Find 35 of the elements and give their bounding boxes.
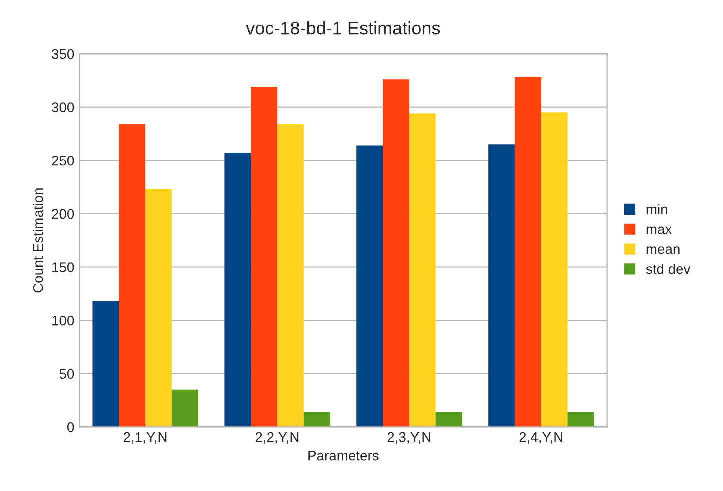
y-tick-label: 150 bbox=[52, 262, 74, 272]
legend-label: min bbox=[646, 204, 668, 214]
y-tick-label: 250 bbox=[52, 156, 74, 166]
bar bbox=[383, 80, 410, 428]
bar bbox=[146, 189, 172, 428]
y-tick-label: 0 bbox=[67, 422, 74, 432]
bar bbox=[514, 77, 542, 428]
bar bbox=[251, 87, 278, 428]
y-tick-label: 100 bbox=[52, 316, 74, 326]
bar bbox=[119, 124, 146, 428]
bar bbox=[436, 412, 462, 428]
bar bbox=[409, 114, 436, 428]
x-tick-label: 2,4,Y,N bbox=[520, 432, 562, 444]
x-axis-title: Parameters bbox=[308, 451, 379, 461]
y-tick-label: 300 bbox=[52, 102, 74, 112]
bar bbox=[568, 412, 594, 428]
legend-label: mean bbox=[646, 246, 680, 254]
bar bbox=[172, 390, 198, 428]
bar bbox=[224, 153, 252, 428]
x-tick-label: 2,1,Y,N bbox=[124, 432, 167, 444]
bar bbox=[92, 301, 120, 428]
y-tick-label: 350 bbox=[52, 49, 74, 60]
legend-label: std dev bbox=[646, 264, 691, 274]
bar bbox=[356, 146, 384, 428]
x-tick-label: 2,2,Y,N bbox=[256, 432, 299, 444]
bar bbox=[277, 124, 304, 428]
bar bbox=[304, 412, 330, 428]
bar bbox=[488, 144, 515, 428]
bar bbox=[541, 112, 568, 428]
y-axis-title: Count Estimation bbox=[32, 188, 44, 293]
legend-label: max bbox=[646, 226, 672, 234]
x-tick-label: 2,3,Y,N bbox=[388, 432, 431, 444]
y-tick-label: 50 bbox=[60, 369, 74, 380]
chart-title: voc-18-bd-1 Estimations bbox=[246, 21, 440, 35]
y-tick-label: 200 bbox=[52, 209, 74, 220]
